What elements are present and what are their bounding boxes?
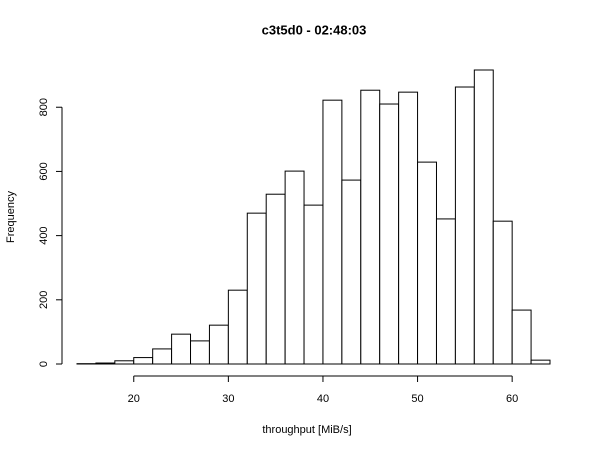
bar: [341, 179, 362, 365]
bar: [492, 220, 513, 365]
y-axis-label: Frequency: [5, 191, 17, 243]
bar: [417, 161, 437, 365]
bar: [95, 362, 116, 365]
bar: [435, 218, 456, 365]
bar: [133, 357, 154, 365]
bar: [227, 289, 248, 365]
x-axis-label: throughput [MiB/s]: [262, 424, 351, 436]
y-tick-label: 800: [38, 98, 50, 116]
y-tick-label: 600: [38, 162, 50, 180]
bar: [171, 333, 192, 365]
bar: [360, 89, 381, 365]
bar: [265, 193, 286, 365]
bar: [454, 86, 475, 365]
bar: [208, 324, 229, 365]
bar: [284, 170, 305, 365]
x-tick-label: 50: [411, 393, 423, 405]
x-tick-label: 20: [128, 393, 140, 405]
bar: [114, 360, 135, 365]
bar: [190, 340, 210, 365]
bar: [530, 359, 551, 365]
y-tick-label: 200: [38, 291, 50, 309]
bar: [322, 99, 343, 365]
x-tick-label: 30: [222, 393, 234, 405]
bar: [152, 348, 173, 365]
chart-title: c3t5d0 - 02:48:03: [262, 22, 367, 37]
bar: [511, 309, 532, 365]
bar: [398, 91, 419, 365]
y-tick-label: 0: [38, 361, 50, 367]
bar: [473, 69, 494, 365]
y-tick-label: 400: [38, 226, 50, 244]
x-tick-label: 40: [317, 393, 329, 405]
bar: [246, 212, 267, 365]
x-tick-label: 60: [506, 393, 518, 405]
bar: [379, 103, 400, 365]
bar: [303, 204, 324, 365]
